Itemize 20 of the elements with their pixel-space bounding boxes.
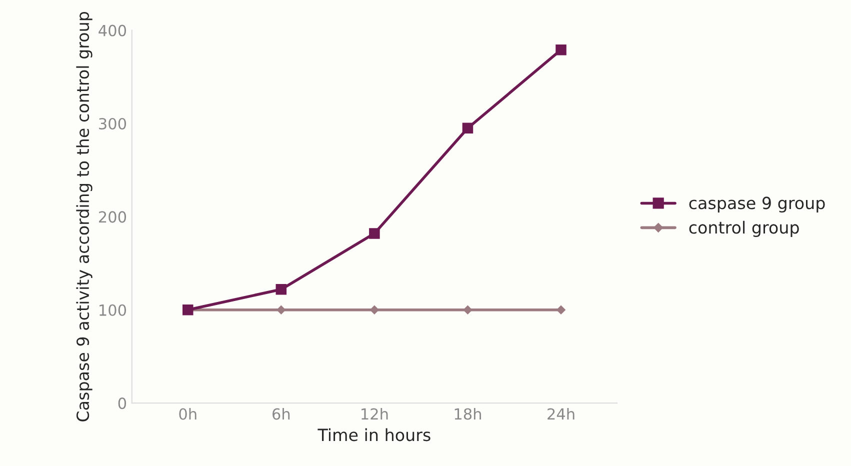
point — [556, 44, 566, 56]
x-tick-label: 12h — [362, 408, 388, 420]
point — [463, 305, 472, 314]
point — [369, 228, 380, 239]
y-tick-label: 0 — [118, 398, 126, 410]
x-tick-label: 0h — [179, 408, 196, 420]
y-tick-label: 100 — [100, 304, 126, 316]
point — [556, 305, 566, 314]
legend-label: caspase 9 group — [689, 196, 825, 213]
legend-label: control group — [689, 220, 799, 237]
point — [276, 284, 287, 295]
y-axis-title: Caspase 9 activity according to the control group — [76, 12, 92, 422]
y-tick-label: 300 — [99, 118, 126, 130]
y-tick-label: 200 — [99, 211, 126, 223]
point — [462, 122, 474, 134]
x-tick-label: 18h — [454, 408, 481, 420]
x-tick-label: 6h — [272, 408, 290, 420]
y-tick-label: 400 — [98, 24, 126, 36]
x-tick-label: 24h — [548, 408, 574, 420]
x-axis-title: Time in hours — [318, 428, 430, 442]
